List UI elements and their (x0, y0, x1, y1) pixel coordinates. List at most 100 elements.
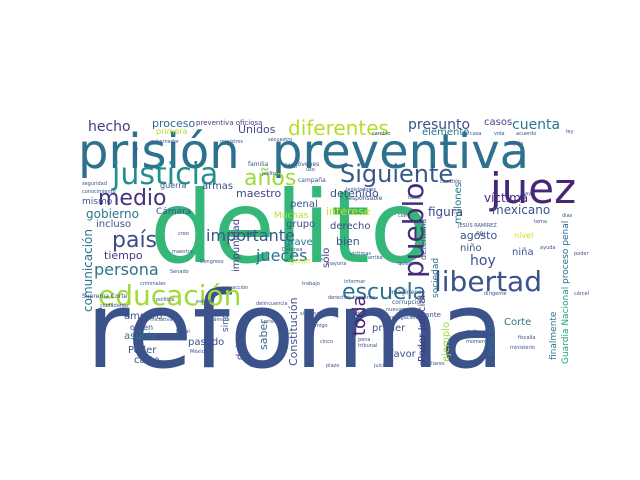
word-tiene: tiene (408, 195, 421, 201)
word-anos: años (244, 166, 297, 191)
word-suprema-corte: Suprema Corte (82, 293, 128, 300)
word-informar: informar (344, 279, 366, 285)
word-asunto: asunto (124, 331, 159, 342)
word-creo: creo (178, 231, 189, 237)
word-delincuencia: delincuencia (256, 301, 288, 307)
word-senado: Senado (170, 269, 189, 275)
word-finalmente: finalmente (549, 311, 559, 360)
word-persona: persona (94, 260, 159, 279)
word-proceso-penal: proceso penal (561, 220, 571, 284)
word-poder: Poder (128, 345, 157, 356)
word-educacion: educación (98, 279, 242, 312)
word-diferentes: diferentes (288, 116, 389, 140)
word-fiscalia: fiscalía (518, 335, 536, 341)
word-politico: político (262, 171, 281, 177)
word-dije: dije (244, 231, 255, 238)
word-accion: acción (232, 285, 249, 291)
word-politica: política (156, 297, 175, 303)
word-jovenes: jóvenes (296, 161, 320, 168)
word-figura: figura (428, 205, 464, 219)
word-trabajo: trabajo (302, 281, 320, 287)
word-jesus-ramirez: JESÚS RAMÍREZ (458, 223, 497, 229)
word-siguiente: Siguiente (340, 160, 454, 188)
word-defensa: Defensa (282, 247, 303, 253)
word-victima: víctima (484, 191, 529, 205)
word-armas: armas (202, 181, 234, 192)
word-importante: importante (206, 226, 295, 245)
word-tiempo: tiempo (104, 249, 143, 262)
word-sociedad: sociedad (431, 257, 441, 298)
word-presunto: presunto (408, 117, 471, 133)
word-acuerdo: acuerdo (516, 131, 537, 137)
word-estado: estado (196, 299, 213, 305)
word-nivel: nivel (514, 231, 534, 240)
word-quiero: quiero (398, 261, 414, 267)
word-nino: niño (460, 243, 482, 254)
word-cada: cada (466, 329, 479, 335)
word-seguir: seguir (133, 140, 139, 156)
word-primer: primer (372, 323, 406, 334)
word-casos: casos (484, 117, 513, 128)
word-orden: orden (130, 323, 154, 332)
word-maestra: maestra (172, 249, 193, 255)
word-constitucion: Constitución (287, 297, 300, 366)
word-nina: niña (512, 247, 534, 258)
word-tribunal: tribunal (358, 343, 378, 349)
word-casa: casa (470, 131, 482, 137)
word-gobernador: gobernador (150, 139, 179, 145)
word-libertad: libertad (434, 265, 542, 298)
word-preventiva: preventiva (272, 124, 530, 180)
word-derecho: derecho (330, 221, 371, 232)
word-uso: uso (306, 167, 315, 173)
word-seguridad: seguridad (82, 181, 107, 187)
word-medio: medio (98, 186, 167, 211)
word-secuestro: secuestro (268, 137, 293, 143)
word-detenido: detenido (330, 187, 379, 200)
word-mexicano: mexicano (492, 203, 551, 217)
word-camara-small: Cámara (210, 317, 230, 323)
word-pais: país (112, 228, 158, 253)
word-proceso: proceso (152, 117, 196, 130)
word-carcel: cárcel (574, 291, 589, 297)
word-gobierno: gobierno (86, 207, 139, 221)
word-agosto: agosto (460, 229, 498, 242)
word-preventiva-oficiosa: preventiva oficiosa (196, 119, 263, 127)
word-prision-small: prisión (264, 319, 281, 325)
word-cuenta: cuenta (512, 117, 561, 133)
word-responsable: responsable (346, 195, 383, 202)
word-momento: momento (466, 339, 491, 345)
word-pasado: pasado (188, 337, 225, 348)
word-bien: bien (336, 235, 360, 248)
word-hay: hay (522, 191, 532, 197)
word-investigacion: investigación (384, 315, 418, 321)
word-legisladores: legisladores (346, 187, 376, 193)
word-familiares: familiares (420, 361, 445, 367)
word-vida: vida (494, 131, 505, 137)
word-carta: carta (134, 355, 160, 366)
word-prision: prisión (78, 124, 240, 180)
word-determina: determina (419, 218, 428, 260)
word-cambio: cambio (372, 131, 391, 137)
word-familia: familia (248, 161, 269, 168)
word-hecho: hecho (88, 119, 131, 135)
word-nuevamente: nuevamente (386, 307, 418, 313)
word-sujeto: sujeto (508, 141, 524, 147)
word-justicia: justicia (112, 157, 219, 192)
word-amparo: amparo (124, 311, 163, 322)
word-mismo: mismo (82, 197, 113, 207)
word-dias: días (562, 213, 573, 219)
word-delito: delito (150, 169, 431, 286)
word-camara: Cámara (156, 207, 192, 217)
word-poder-small: poder (574, 251, 589, 257)
word-ciudadanos: ciudadanos (100, 303, 129, 309)
word-incluso: incluso (96, 219, 132, 230)
word-victimas: víctimas (350, 251, 371, 257)
word-pan: PAN (284, 163, 296, 170)
word-elemento: elemento (422, 127, 470, 138)
word-derechos-humanos: derechos humanos (328, 295, 376, 301)
word-muchas: Muchas (274, 211, 309, 221)
word-grave: grave (284, 237, 313, 248)
word-grupo: grupo (286, 219, 316, 230)
word-guerra: guerra (160, 181, 187, 190)
